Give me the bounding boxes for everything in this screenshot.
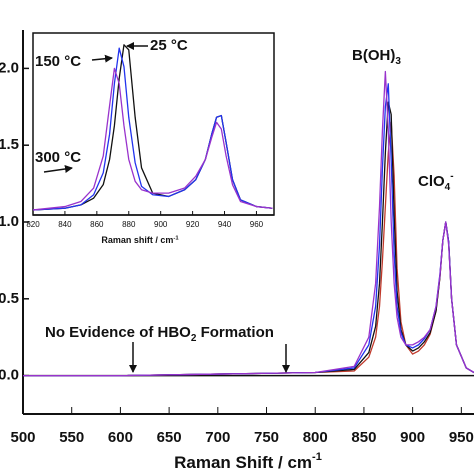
x-axis-label-text: Raman Shift / cm (174, 453, 312, 472)
y-tick-label: 2.0 (0, 59, 19, 76)
annotation: 25 °C (150, 37, 188, 54)
x-tick-label: 750 (254, 429, 279, 446)
annotation: 150 °C (35, 53, 81, 70)
x-tick-label: 650 (157, 429, 182, 446)
x-tick-label: 850 (351, 429, 376, 446)
x-axis-label-sup: -1 (173, 235, 179, 241)
x-tick-label: 880 (122, 220, 136, 229)
x-tick-label: 900 (154, 220, 168, 229)
y-tick-label: 0.0 (0, 367, 19, 384)
annotation: B(OH)3 (352, 47, 401, 67)
x-tick-label: 960 (250, 220, 264, 229)
x-tick-label: 550 (59, 429, 84, 446)
main-plot: 500 550 600 650 700 750 800 850 900 950 2.0 1.5 1.0 0… (0, 30, 474, 472)
spectrum-line (32, 47, 273, 211)
y-tick-label: 1.0 (0, 213, 19, 230)
x-tick-label: 840 (58, 220, 72, 229)
y-tick-label: 1.5 (0, 136, 19, 153)
x-axis-label: Raman shift / cm-1 (101, 235, 179, 245)
x-tick-label: 940 (218, 220, 232, 229)
x-tick-label: 700 (205, 429, 230, 446)
x-tick-label: 500 (10, 429, 35, 446)
arrow (91, 54, 113, 63)
annotation: No Evidence of HBO2 Formation (45, 324, 274, 344)
annotation: ClO4- (418, 171, 454, 193)
x-axis-label-sup: -1 (312, 451, 322, 463)
x-axis-label-text: Raman shift / cm (101, 235, 173, 245)
x-tick-label: 860 (90, 220, 104, 229)
x-tick-label: 920 (186, 220, 200, 229)
arrow (43, 165, 73, 173)
x-tick-label: 820 (26, 220, 40, 229)
spectrum-line (32, 67, 273, 211)
spectrum-line (23, 70, 474, 377)
x-tick-label: 950 (449, 429, 474, 446)
inset-plot: 820 840 860 880 900 920 940 960 Raman shift / cm… (26, 44, 274, 245)
y-tick-label: 0.5 (0, 290, 19, 307)
x-tick-label: 600 (108, 429, 133, 446)
x-tick-label: 900 (400, 429, 425, 446)
annotation: 300 °C (35, 149, 81, 166)
x-tick-label: 800 (303, 429, 328, 446)
x-axis-label: Raman Shift / cm-1 (174, 451, 322, 472)
